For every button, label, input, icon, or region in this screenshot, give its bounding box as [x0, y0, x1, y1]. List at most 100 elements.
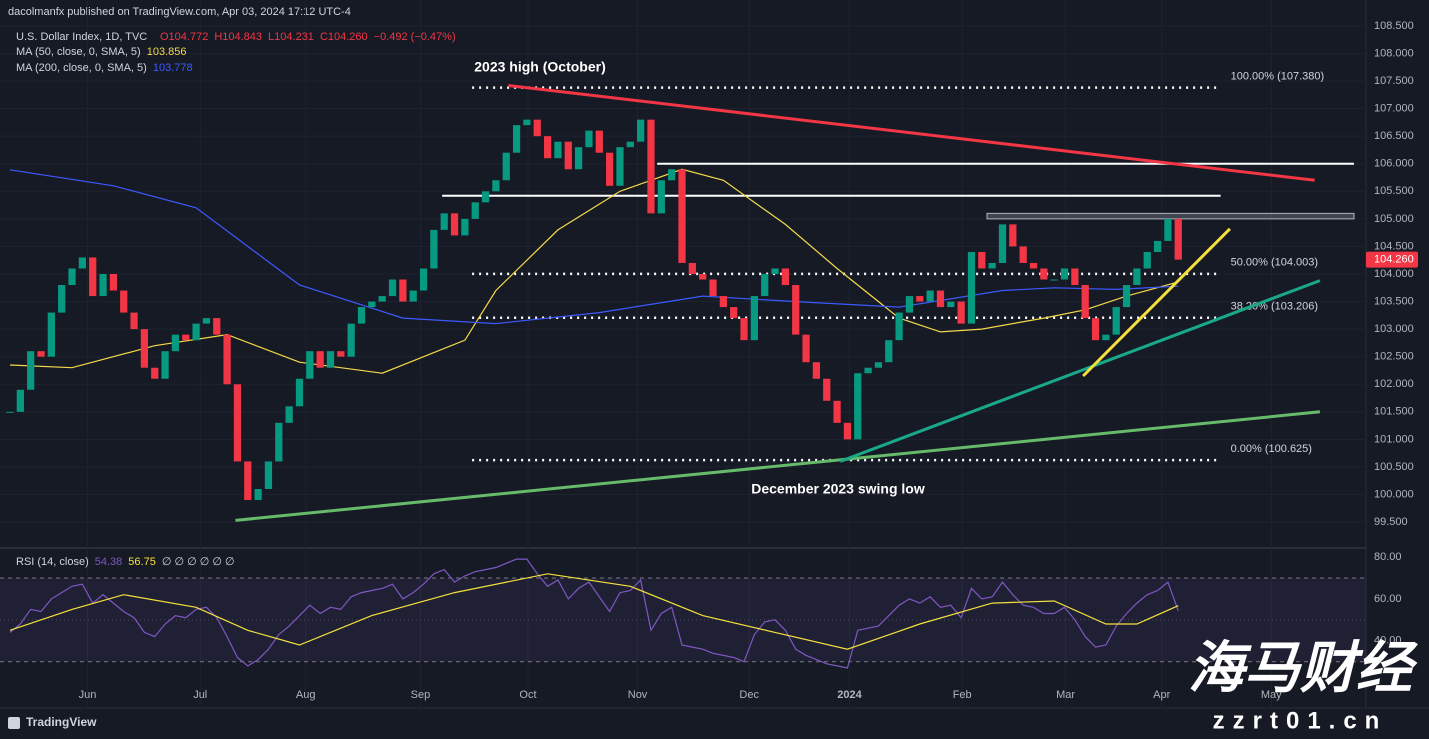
candle [1153, 240, 1162, 252]
candle [874, 362, 883, 368]
x-tick-label: May [1261, 689, 1282, 701]
candle [998, 224, 1007, 263]
candle [295, 378, 304, 407]
candle [285, 406, 293, 423]
candle [368, 301, 376, 308]
ohlc-value: O104.772 [160, 31, 208, 43]
candle [1029, 262, 1038, 269]
candle [647, 119, 655, 214]
candle [471, 202, 479, 219]
candle [357, 307, 366, 324]
y-tick-label: 40.00 [1374, 635, 1402, 647]
y-tick-label: 102.000 [1374, 378, 1414, 390]
price-tag-label: 104.260 [1374, 254, 1414, 266]
candle [481, 191, 490, 203]
candle [957, 301, 965, 324]
ohlc-value: −0.492 (−0.47%) [374, 31, 456, 43]
candle [202, 318, 211, 324]
candle [574, 147, 583, 170]
candle [823, 378, 831, 401]
candle [1009, 224, 1017, 247]
candle [843, 422, 852, 440]
legend-value: 103.856 [147, 46, 187, 58]
candle [1102, 334, 1110, 341]
y-tick-label: 107.000 [1374, 103, 1414, 115]
x-tick-label: Jun [79, 689, 97, 701]
candle [440, 213, 448, 230]
y-tick-label: 101.000 [1374, 433, 1414, 445]
logo-icon [8, 717, 20, 729]
candle [419, 268, 428, 291]
trendline [839, 279, 1321, 463]
y-tick-label: 106.000 [1374, 158, 1414, 170]
candle [213, 318, 221, 335]
candle [378, 296, 386, 302]
candle [523, 119, 531, 126]
candle [1060, 268, 1069, 280]
x-tick-label: Nov [628, 689, 648, 701]
x-tick-label: Mar [1056, 689, 1075, 701]
watermark-site: zzrt01.cn [1213, 707, 1388, 734]
candle [616, 147, 624, 186]
candle [750, 296, 758, 341]
rsi-band [0, 577, 1366, 662]
candle [1050, 279, 1058, 281]
candle [533, 119, 541, 137]
candle [68, 268, 76, 286]
y-tick-label: 106.500 [1374, 130, 1414, 142]
candle [936, 290, 945, 308]
candle [895, 312, 903, 341]
fib-label: 50.00% (104.003) [1231, 257, 1318, 269]
y-tick-label: 102.500 [1374, 351, 1414, 363]
candle [347, 323, 355, 357]
rsi-line [9, 573, 1179, 650]
candle [978, 251, 986, 269]
candle [171, 334, 180, 352]
legend-name: MA (50, close, 0, SMA, 5) [16, 46, 141, 58]
candle [502, 152, 510, 181]
x-tick-label: Aug [296, 689, 316, 701]
ohlc-value: C104.260 [320, 31, 368, 43]
candle [492, 180, 500, 192]
candle [27, 351, 35, 390]
candle [450, 213, 459, 236]
candle [37, 351, 45, 357]
candle [854, 373, 862, 440]
candle [792, 285, 800, 335]
candle [109, 274, 118, 291]
y-tick-label: 60.00 [1374, 593, 1402, 605]
candle [1040, 268, 1048, 280]
candle [812, 362, 821, 379]
candle [89, 257, 97, 297]
y-tick-label: 107.500 [1374, 75, 1414, 87]
candle [688, 262, 696, 274]
legend-name: MA (200, close, 0, SMA, 5) [16, 62, 147, 74]
candle [771, 268, 779, 274]
candle [626, 141, 634, 148]
y-tick-label: 100.000 [1374, 488, 1414, 500]
y-tick-label: 80.00 [1374, 551, 1402, 563]
candle [730, 307, 738, 319]
y-tick-label: 104.000 [1374, 268, 1414, 280]
candle [657, 180, 665, 214]
candle [120, 290, 128, 313]
y-tick-label: 105.500 [1374, 185, 1414, 197]
x-tick-label: Apr [1153, 689, 1170, 701]
x-tick-label: Jul [193, 689, 207, 701]
y-tick-label: 99.500 [1374, 516, 1408, 528]
candle [1164, 218, 1172, 241]
candle [1081, 285, 1089, 319]
candle [988, 262, 996, 269]
candle [905, 296, 914, 313]
candle [606, 152, 614, 186]
candle [699, 274, 707, 280]
price-tag [1366, 251, 1418, 268]
candle [1071, 268, 1079, 286]
candle [1091, 318, 1100, 341]
logo: TradingView [26, 715, 97, 729]
y-tick-label: 101.500 [1374, 406, 1414, 418]
ohlc-value: L104.231 [268, 31, 314, 43]
candle [388, 279, 397, 297]
fib-label: 38.20% (103.206) [1231, 301, 1318, 313]
legend-nulls: ∅ ∅ ∅ ∅ ∅ ∅ [162, 556, 235, 568]
